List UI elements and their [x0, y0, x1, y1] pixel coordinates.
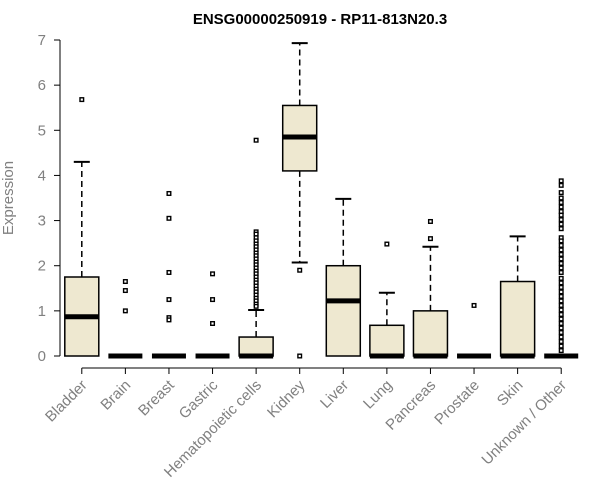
- x-tick-label: Bladder: [42, 377, 91, 426]
- iqr-box: [325, 264, 362, 357]
- outlier-point: [558, 221, 564, 227]
- outlier-point: [558, 334, 564, 340]
- y-tick-label: 7: [38, 32, 46, 49]
- outlier-point: [558, 320, 564, 326]
- outlier-point: [558, 226, 564, 232]
- outlier-point: [558, 204, 564, 210]
- outlier-point: [558, 247, 564, 253]
- outlier-point: [558, 242, 564, 248]
- outlier-point: [558, 316, 564, 322]
- box-kidney: [281, 42, 318, 359]
- outlier-point: [297, 267, 303, 273]
- outlier-point: [558, 238, 564, 244]
- box-pancreas: [412, 218, 449, 359]
- box-bladder: [64, 97, 100, 357]
- outlier-point: [558, 275, 564, 281]
- outlier-point: [166, 317, 172, 323]
- outlier-point: [79, 97, 85, 103]
- outlier-point: [122, 288, 128, 294]
- y-tick-label: 6: [38, 77, 46, 94]
- outlier-point: [297, 353, 303, 359]
- iqr-box: [412, 310, 449, 357]
- x-tick-label: Skin: [494, 377, 527, 410]
- outlier-point: [558, 348, 564, 354]
- outlier-point: [558, 293, 564, 299]
- outlier-point: [558, 178, 564, 184]
- iqr-box: [499, 280, 536, 357]
- x-tick-label: Liver: [317, 377, 352, 412]
- x-tick-label: Prostate: [431, 377, 483, 429]
- chart-title: ENSG00000250919 - RP11-813N20.3: [193, 11, 447, 28]
- outlier-point: [210, 320, 216, 326]
- outlier-point: [558, 298, 564, 304]
- outlier-point: [558, 260, 564, 266]
- box-gastric: [195, 271, 230, 359]
- outlier-point: [253, 137, 259, 143]
- outlier-point: [558, 195, 564, 201]
- outlier-point: [166, 269, 172, 275]
- outlier-point: [558, 265, 564, 271]
- box-liver: [325, 197, 362, 357]
- outlier-point: [558, 251, 564, 257]
- outlier-point: [210, 271, 216, 277]
- box-prostate: [457, 302, 492, 359]
- outlier-point: [558, 200, 564, 206]
- y-tick-label: 1: [38, 303, 46, 320]
- x-tick-label: Kidney: [264, 376, 309, 421]
- iqr-box: [369, 324, 405, 357]
- outlier-point: [166, 190, 172, 196]
- outlier-point: [427, 218, 433, 224]
- box-lung: [369, 241, 405, 359]
- iqr-box: [238, 336, 274, 357]
- outlier-point: [558, 217, 564, 223]
- y-tick-label: 0: [38, 348, 46, 365]
- outlier-point: [427, 236, 433, 242]
- outlier-point: [210, 297, 216, 303]
- x-tick-label: Lung: [360, 377, 396, 413]
- outlier-point: [558, 330, 564, 336]
- outlier-point: [558, 289, 564, 295]
- y-tick-label: 5: [38, 122, 46, 139]
- box-brain: [108, 279, 143, 359]
- box-unknown-other: [544, 178, 579, 359]
- outlier-point: [166, 297, 172, 303]
- box-skin: [499, 235, 536, 359]
- outlier-point: [384, 241, 390, 247]
- outlier-point: [558, 212, 564, 218]
- outlier-point: [558, 284, 564, 290]
- boxes-group: [64, 42, 579, 359]
- outlier-point: [471, 302, 477, 308]
- outlier-point: [558, 190, 564, 196]
- outlier-point: [558, 311, 564, 317]
- y-tick-label: 2: [38, 258, 46, 275]
- outlier-point: [558, 256, 564, 262]
- y-axis: 0 1 2 3 4 5 6 7: [38, 32, 61, 365]
- outlier-point: [558, 280, 564, 286]
- y-tick-label: 4: [38, 167, 46, 184]
- outlier-point: [558, 307, 564, 313]
- outlier-point: [558, 302, 564, 308]
- x-tick-label: Breast: [135, 376, 178, 419]
- outlier-point: [558, 343, 564, 349]
- outlier-point: [122, 279, 128, 285]
- x-tick-label: Brain: [97, 377, 134, 414]
- outlier-point: [558, 325, 564, 331]
- outlier-point: [122, 308, 128, 314]
- box-breast: [151, 190, 186, 359]
- outlier-point: [558, 182, 564, 188]
- outlier-point: [166, 215, 172, 221]
- outlier-point: [253, 303, 259, 309]
- y-tick-label: 3: [38, 213, 46, 230]
- outlier-point: [558, 339, 564, 345]
- outlier-point: [558, 269, 564, 275]
- y-axis-label: Expression: [0, 161, 17, 235]
- box-hematopoietic-cells: [238, 137, 274, 359]
